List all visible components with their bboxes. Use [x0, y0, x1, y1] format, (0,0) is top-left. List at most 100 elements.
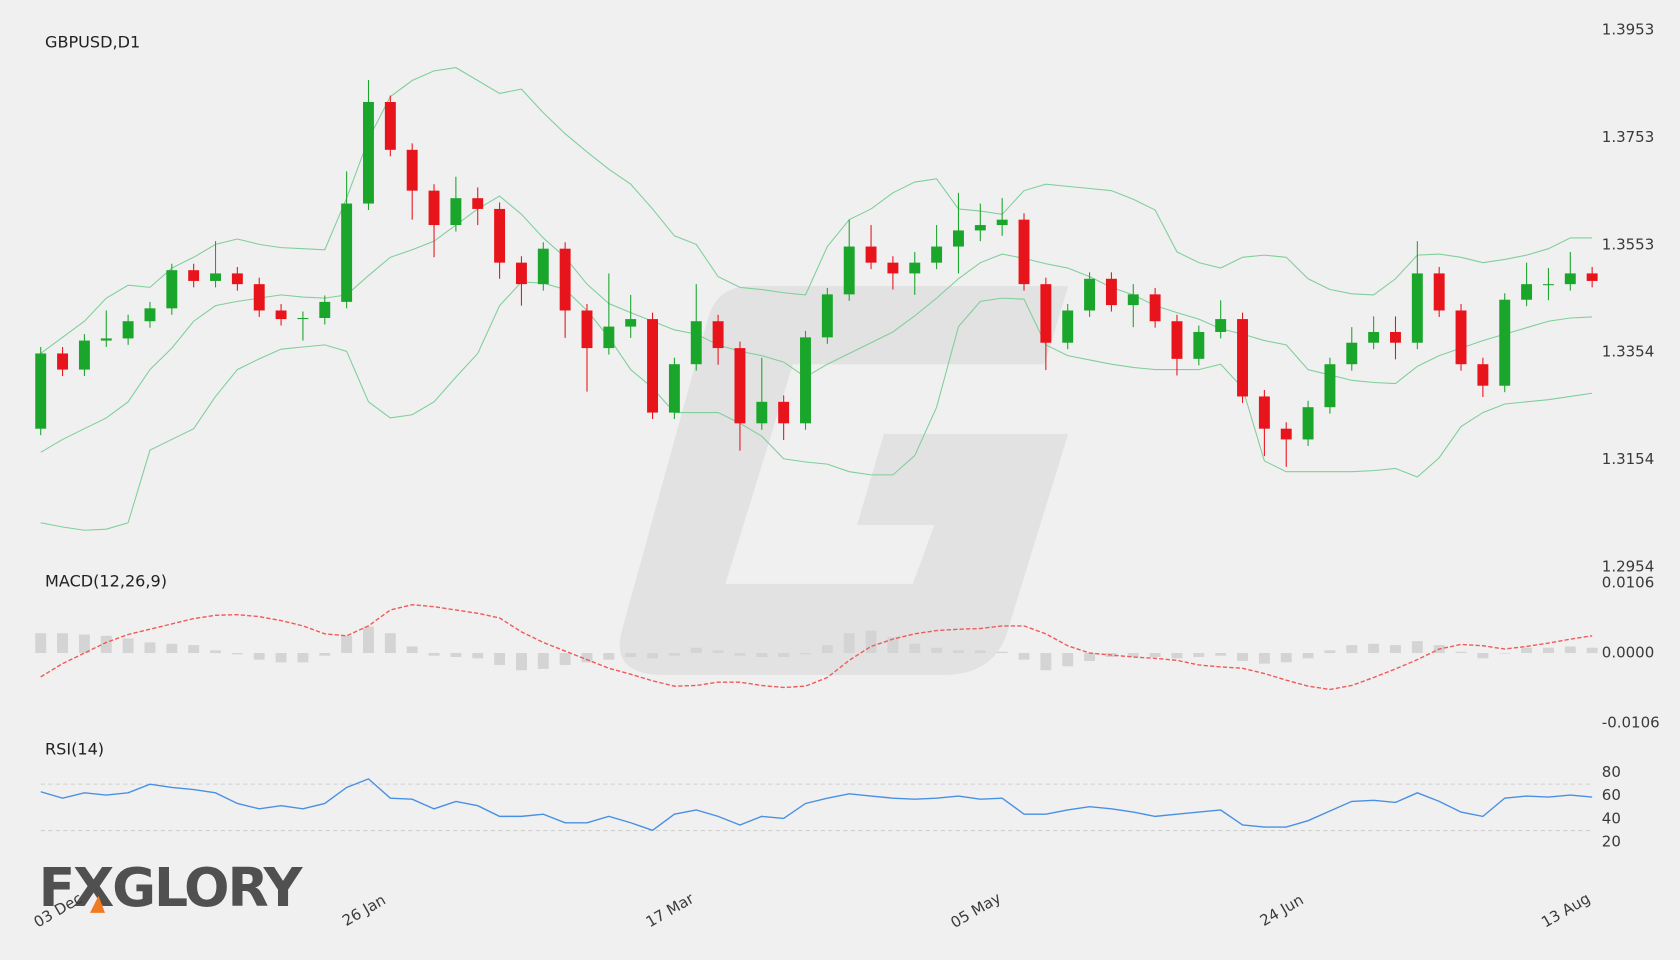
y-tick-label: 0.0106 — [1602, 573, 1655, 591]
candle-body — [1521, 284, 1533, 300]
macd-histogram-bar — [821, 645, 833, 654]
candle-body — [1084, 278, 1096, 311]
macd-histogram-bar — [1171, 653, 1183, 659]
macd-histogram-bar — [472, 653, 484, 659]
bollinger-lower — [40, 281, 1593, 531]
macd-histogram-bar — [1324, 650, 1336, 654]
macd-histogram-bar — [1390, 645, 1401, 654]
candle-body — [1237, 319, 1248, 397]
candle-body — [494, 208, 506, 263]
macd-histogram-bar — [297, 653, 309, 663]
macd-histogram-bar — [1477, 653, 1489, 659]
macd-histogram-bar — [494, 653, 506, 665]
y-tick-label: 60 — [1602, 786, 1621, 804]
macd-histogram-bar — [341, 635, 353, 654]
macd-histogram-bar — [253, 653, 265, 660]
macd-histogram-bar — [144, 642, 156, 654]
y-tick-label: 1.2954 — [1602, 557, 1655, 575]
candle-body — [581, 310, 593, 349]
candle-body — [1127, 294, 1139, 306]
candle-body — [144, 308, 156, 322]
candle-body — [843, 246, 855, 295]
macd-histogram-bar — [843, 633, 855, 654]
macd-histogram-bar — [1258, 653, 1270, 664]
macd-histogram-bar — [1368, 643, 1380, 654]
macd-histogram-bar — [1084, 653, 1096, 661]
macd-histogram-bar — [363, 626, 374, 654]
candle-body — [625, 319, 637, 327]
rsi-line — [40, 778, 1593, 832]
candle-body — [603, 326, 615, 349]
macd-histogram-bar — [756, 653, 768, 658]
bollinger-upper — [40, 67, 1593, 354]
candle-body — [1390, 331, 1401, 343]
candle-body — [472, 198, 484, 209]
candle-body — [363, 102, 374, 204]
macd-histogram-bar — [931, 647, 943, 654]
candle-body — [690, 321, 702, 365]
macd-histogram-bar — [78, 634, 90, 654]
candle-body — [1302, 407, 1314, 440]
macd-histogram-bar — [210, 650, 221, 654]
macd-histogram-bar — [887, 637, 899, 654]
candle-body — [952, 230, 964, 247]
macd-histogram-bar — [1193, 653, 1205, 658]
candle-body — [712, 321, 724, 349]
y-tick-label: 1.3753 — [1602, 128, 1655, 146]
macd-histogram-bar — [800, 653, 811, 655]
macd-histogram-bar — [1215, 653, 1227, 656]
candle-body — [1499, 299, 1511, 386]
candle-body — [384, 102, 396, 150]
candle-body — [974, 225, 986, 231]
macd-histogram-bar — [1411, 641, 1423, 654]
candle-body — [821, 294, 833, 338]
y-tick-label: 40 — [1602, 809, 1621, 827]
candle-body — [1062, 310, 1074, 343]
macd-histogram-bar — [778, 653, 790, 658]
macd-histogram-bar — [1455, 651, 1467, 654]
y-tick-label: 1.3553 — [1602, 235, 1655, 253]
candle-body — [1477, 364, 1489, 386]
macd-histogram-bar — [996, 651, 1008, 654]
candle-body — [35, 353, 47, 429]
macd-histogram-bar — [406, 646, 418, 654]
candle-body — [319, 301, 331, 319]
macd-histogram-bar — [1018, 653, 1030, 660]
candle-body — [887, 262, 899, 274]
macd-histogram-bar — [1564, 646, 1576, 654]
macd-histogram-bar — [188, 645, 200, 654]
macd-histogram-bar — [1237, 653, 1248, 661]
macd-histogram-bar — [603, 653, 615, 660]
macd-histogram-bar — [1586, 647, 1598, 654]
candle-body — [78, 340, 90, 370]
macd-histogram-bar — [122, 638, 134, 654]
candle-body — [100, 338, 112, 341]
candle-body — [800, 337, 811, 424]
macd-histogram-bar — [450, 653, 462, 658]
candle-body — [756, 401, 768, 424]
candle-body — [122, 321, 134, 339]
y-tick-label: 20 — [1602, 833, 1621, 851]
candle-body — [1368, 331, 1380, 343]
candle-body — [1149, 294, 1161, 322]
candle-body — [537, 248, 549, 285]
macd-histogram-bar — [231, 653, 243, 655]
candle-body — [1040, 284, 1052, 343]
macd-histogram-bar — [734, 653, 746, 656]
panel-title: GBPUSD,D1 — [45, 32, 140, 51]
candle-body — [1433, 273, 1445, 311]
logo-accent — [90, 895, 105, 913]
macd-histogram-bar — [1302, 653, 1314, 659]
candle-body — [734, 348, 746, 424]
candle-body — [210, 273, 221, 281]
candle-body — [1171, 321, 1183, 359]
y-tick-label: 80 — [1602, 763, 1621, 781]
watermark — [619, 286, 1069, 675]
candle-body — [647, 319, 659, 413]
candle-body — [559, 248, 571, 311]
candle-body — [865, 246, 877, 263]
logo: FXGLORY — [39, 856, 304, 919]
candle-body — [1105, 278, 1117, 306]
candle-body — [1564, 273, 1576, 285]
